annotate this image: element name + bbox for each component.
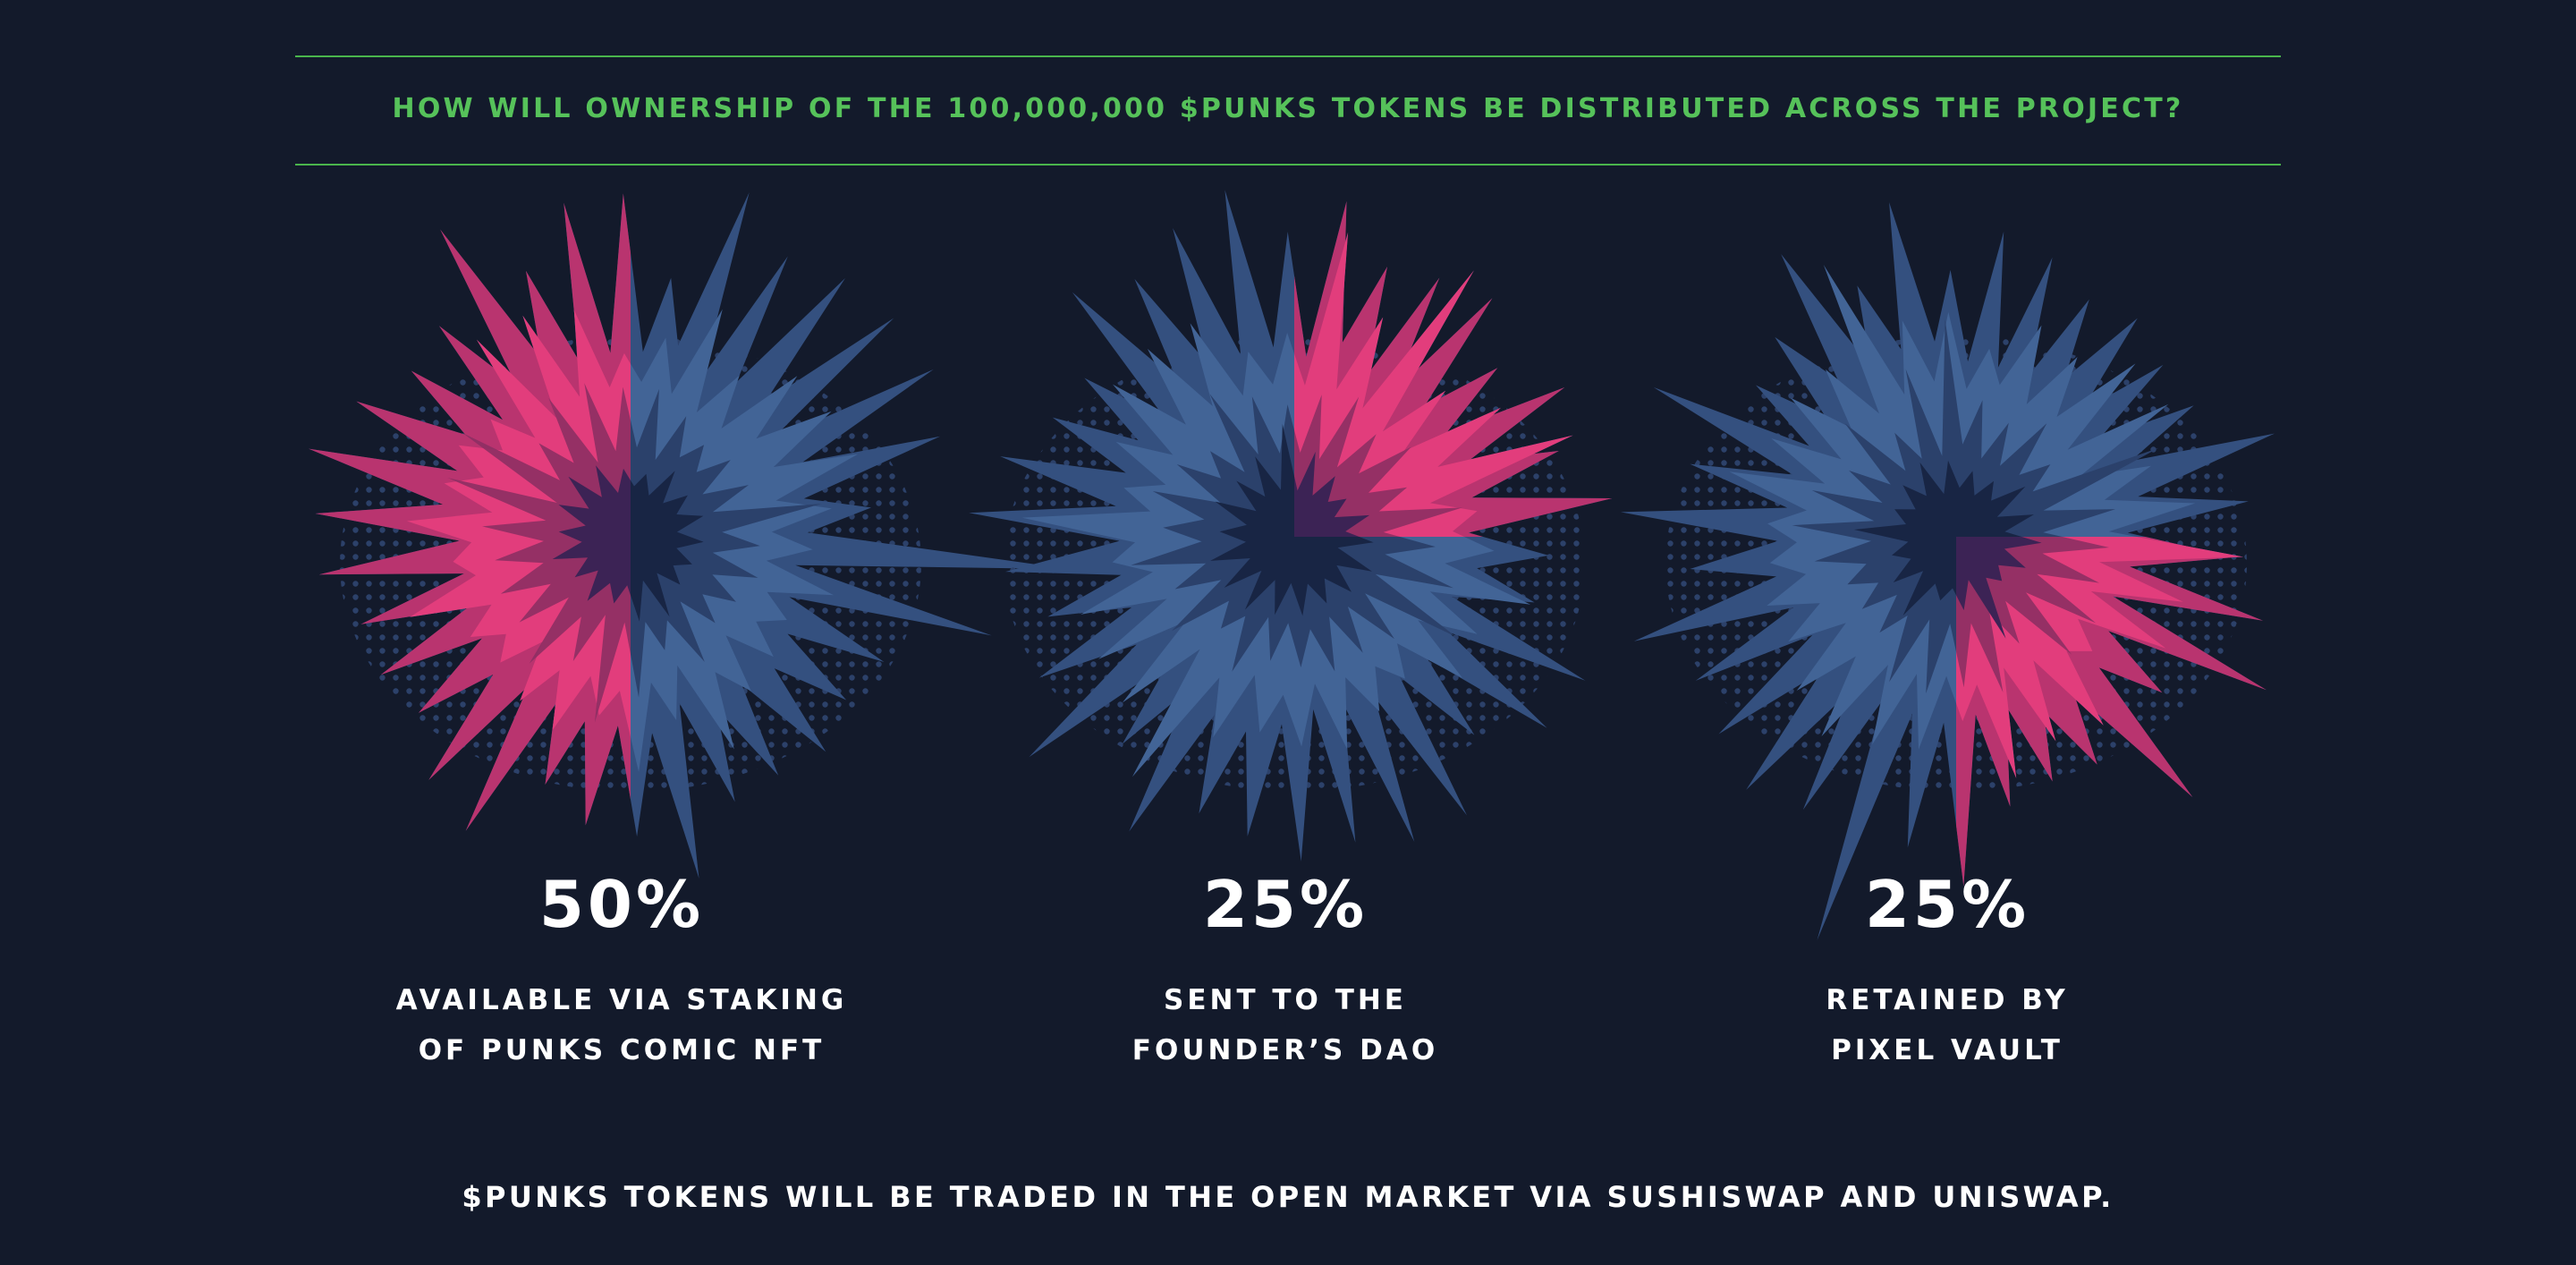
slice-2-percentage: 25% (1202, 867, 1368, 942)
footer-note: $PUNKS TOKENS WILL BE TRADED IN THE OPEN… (462, 1180, 2114, 1214)
slice-2-label-line-2: FOUNDER’S DAO (1131, 1034, 1439, 1066)
highlight-outer-layer (309, 192, 631, 879)
burst-highlight-share (309, 192, 631, 879)
slice-3-percentage: 25% (1864, 867, 2030, 942)
slice-3-label-line-2: PIXEL VAULT (1831, 1034, 2063, 1066)
slice-1-label-line-1: AVAILABLE VIA STAKING (395, 984, 848, 1016)
heading-top-rule (295, 55, 2281, 57)
burst-highlight-share (1294, 190, 1613, 537)
highlight-outer-layer (1294, 190, 1613, 537)
slice-2-label-line-1: SENT TO THE (1164, 984, 1407, 1016)
highlight-core (552, 465, 631, 622)
slice-1-label-line-2: OF PUNKS COMIC NFT (418, 1034, 826, 1066)
page-heading: HOW WILL OWNERSHIP OF THE 100,000,000 $P… (392, 93, 2184, 124)
burst-slice-3 (1620, 202, 2275, 941)
slice-1-label: AVAILABLE VIA STAKING OF PUNKS COMIC NFT (300, 975, 944, 1075)
burst-slice-2 (969, 190, 1613, 862)
slice-2-label: SENT TO THE FOUNDER’S DAO (963, 975, 1607, 1075)
burst-slice-1 (309, 192, 1071, 879)
slice-3-label-line-1: RETAINED BY (1826, 984, 2069, 1016)
heading-bottom-rule (295, 164, 2281, 166)
highlight-inner-layer (1956, 537, 2159, 694)
slice-1-percentage: 50% (538, 867, 705, 942)
burst-core (1853, 460, 2042, 639)
burst-highlight-share (1956, 537, 2275, 913)
burst-core (1210, 424, 1374, 616)
slice-3-label: RETAINED BY PIXEL VAULT (1625, 975, 2269, 1075)
